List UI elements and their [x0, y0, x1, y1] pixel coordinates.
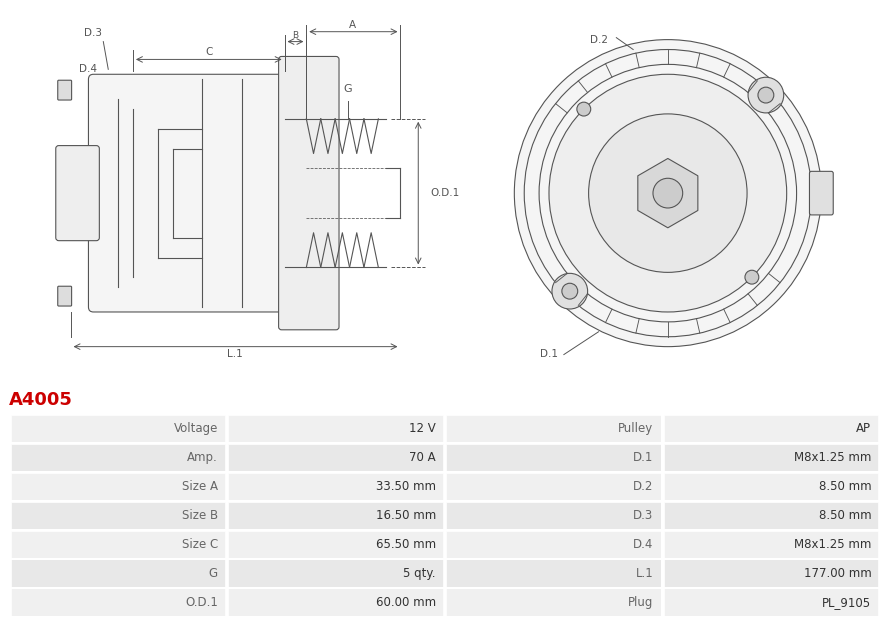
FancyBboxPatch shape [664, 531, 878, 558]
Text: 60.00 mm: 60.00 mm [376, 596, 436, 609]
Text: PL_9105: PL_9105 [822, 596, 871, 609]
Text: G: G [344, 84, 352, 94]
Text: Size C: Size C [181, 538, 218, 551]
Text: C: C [205, 47, 213, 57]
FancyBboxPatch shape [664, 588, 878, 616]
FancyBboxPatch shape [228, 415, 443, 442]
FancyBboxPatch shape [11, 531, 225, 558]
Text: Amp.: Amp. [188, 451, 218, 464]
Text: 177.00 mm: 177.00 mm [804, 567, 871, 580]
Text: D.3: D.3 [84, 27, 102, 37]
Text: D.2: D.2 [633, 480, 653, 493]
Circle shape [748, 77, 784, 113]
Text: A: A [349, 20, 356, 30]
FancyBboxPatch shape [56, 146, 100, 240]
FancyBboxPatch shape [664, 559, 878, 587]
Text: Plug: Plug [629, 596, 653, 609]
FancyBboxPatch shape [664, 444, 878, 472]
Text: D.3: D.3 [633, 509, 653, 522]
FancyBboxPatch shape [58, 80, 72, 100]
Circle shape [577, 102, 590, 116]
Text: M8x1.25 mm: M8x1.25 mm [794, 451, 871, 464]
FancyBboxPatch shape [228, 559, 443, 587]
Text: Size B: Size B [182, 509, 218, 522]
Text: A4005: A4005 [9, 391, 73, 409]
Text: O.D.1: O.D.1 [430, 188, 460, 198]
FancyBboxPatch shape [810, 171, 833, 215]
Text: 8.50 mm: 8.50 mm [819, 480, 871, 493]
Text: Size A: Size A [182, 480, 218, 493]
Text: 33.50 mm: 33.50 mm [376, 480, 436, 493]
FancyBboxPatch shape [664, 415, 878, 442]
FancyBboxPatch shape [58, 286, 72, 306]
FancyBboxPatch shape [664, 502, 878, 530]
FancyBboxPatch shape [11, 502, 225, 530]
FancyBboxPatch shape [446, 473, 661, 500]
FancyBboxPatch shape [664, 473, 878, 500]
Text: 8.50 mm: 8.50 mm [819, 509, 871, 522]
Circle shape [653, 178, 683, 208]
FancyBboxPatch shape [446, 588, 661, 616]
Text: O.D.1: O.D.1 [185, 596, 218, 609]
FancyBboxPatch shape [11, 473, 225, 500]
Circle shape [589, 114, 747, 272]
Text: M8x1.25 mm: M8x1.25 mm [794, 538, 871, 551]
Circle shape [549, 74, 787, 312]
Text: L.1: L.1 [636, 567, 653, 580]
FancyBboxPatch shape [11, 415, 225, 442]
Text: D.4: D.4 [633, 538, 653, 551]
Circle shape [745, 270, 759, 284]
FancyBboxPatch shape [446, 444, 661, 472]
FancyBboxPatch shape [278, 57, 339, 330]
FancyBboxPatch shape [446, 502, 661, 530]
FancyBboxPatch shape [446, 531, 661, 558]
FancyBboxPatch shape [88, 74, 326, 312]
Circle shape [562, 283, 578, 299]
Text: 16.50 mm: 16.50 mm [375, 509, 436, 522]
FancyBboxPatch shape [228, 473, 443, 500]
FancyBboxPatch shape [228, 502, 443, 530]
Text: G: G [209, 567, 218, 580]
Circle shape [515, 40, 821, 346]
FancyBboxPatch shape [228, 588, 443, 616]
Text: Pulley: Pulley [619, 422, 653, 435]
Circle shape [758, 87, 773, 103]
Text: 12 V: 12 V [409, 422, 436, 435]
FancyBboxPatch shape [11, 588, 225, 616]
Text: Voltage: Voltage [173, 422, 218, 435]
Text: 70 A: 70 A [409, 451, 436, 464]
Text: B: B [292, 31, 299, 40]
Text: 65.50 mm: 65.50 mm [376, 538, 436, 551]
FancyBboxPatch shape [11, 444, 225, 472]
Text: L.1: L.1 [228, 348, 243, 358]
FancyBboxPatch shape [228, 531, 443, 558]
FancyBboxPatch shape [228, 444, 443, 472]
FancyBboxPatch shape [446, 415, 661, 442]
FancyBboxPatch shape [446, 559, 661, 587]
Text: 5 qty.: 5 qty. [404, 567, 436, 580]
Text: D.2: D.2 [589, 35, 607, 45]
Text: AP: AP [856, 422, 871, 435]
FancyBboxPatch shape [11, 559, 225, 587]
Text: D.1: D.1 [540, 348, 558, 358]
Text: D.4: D.4 [78, 64, 97, 74]
Circle shape [552, 273, 588, 309]
Text: D.1: D.1 [633, 451, 653, 464]
